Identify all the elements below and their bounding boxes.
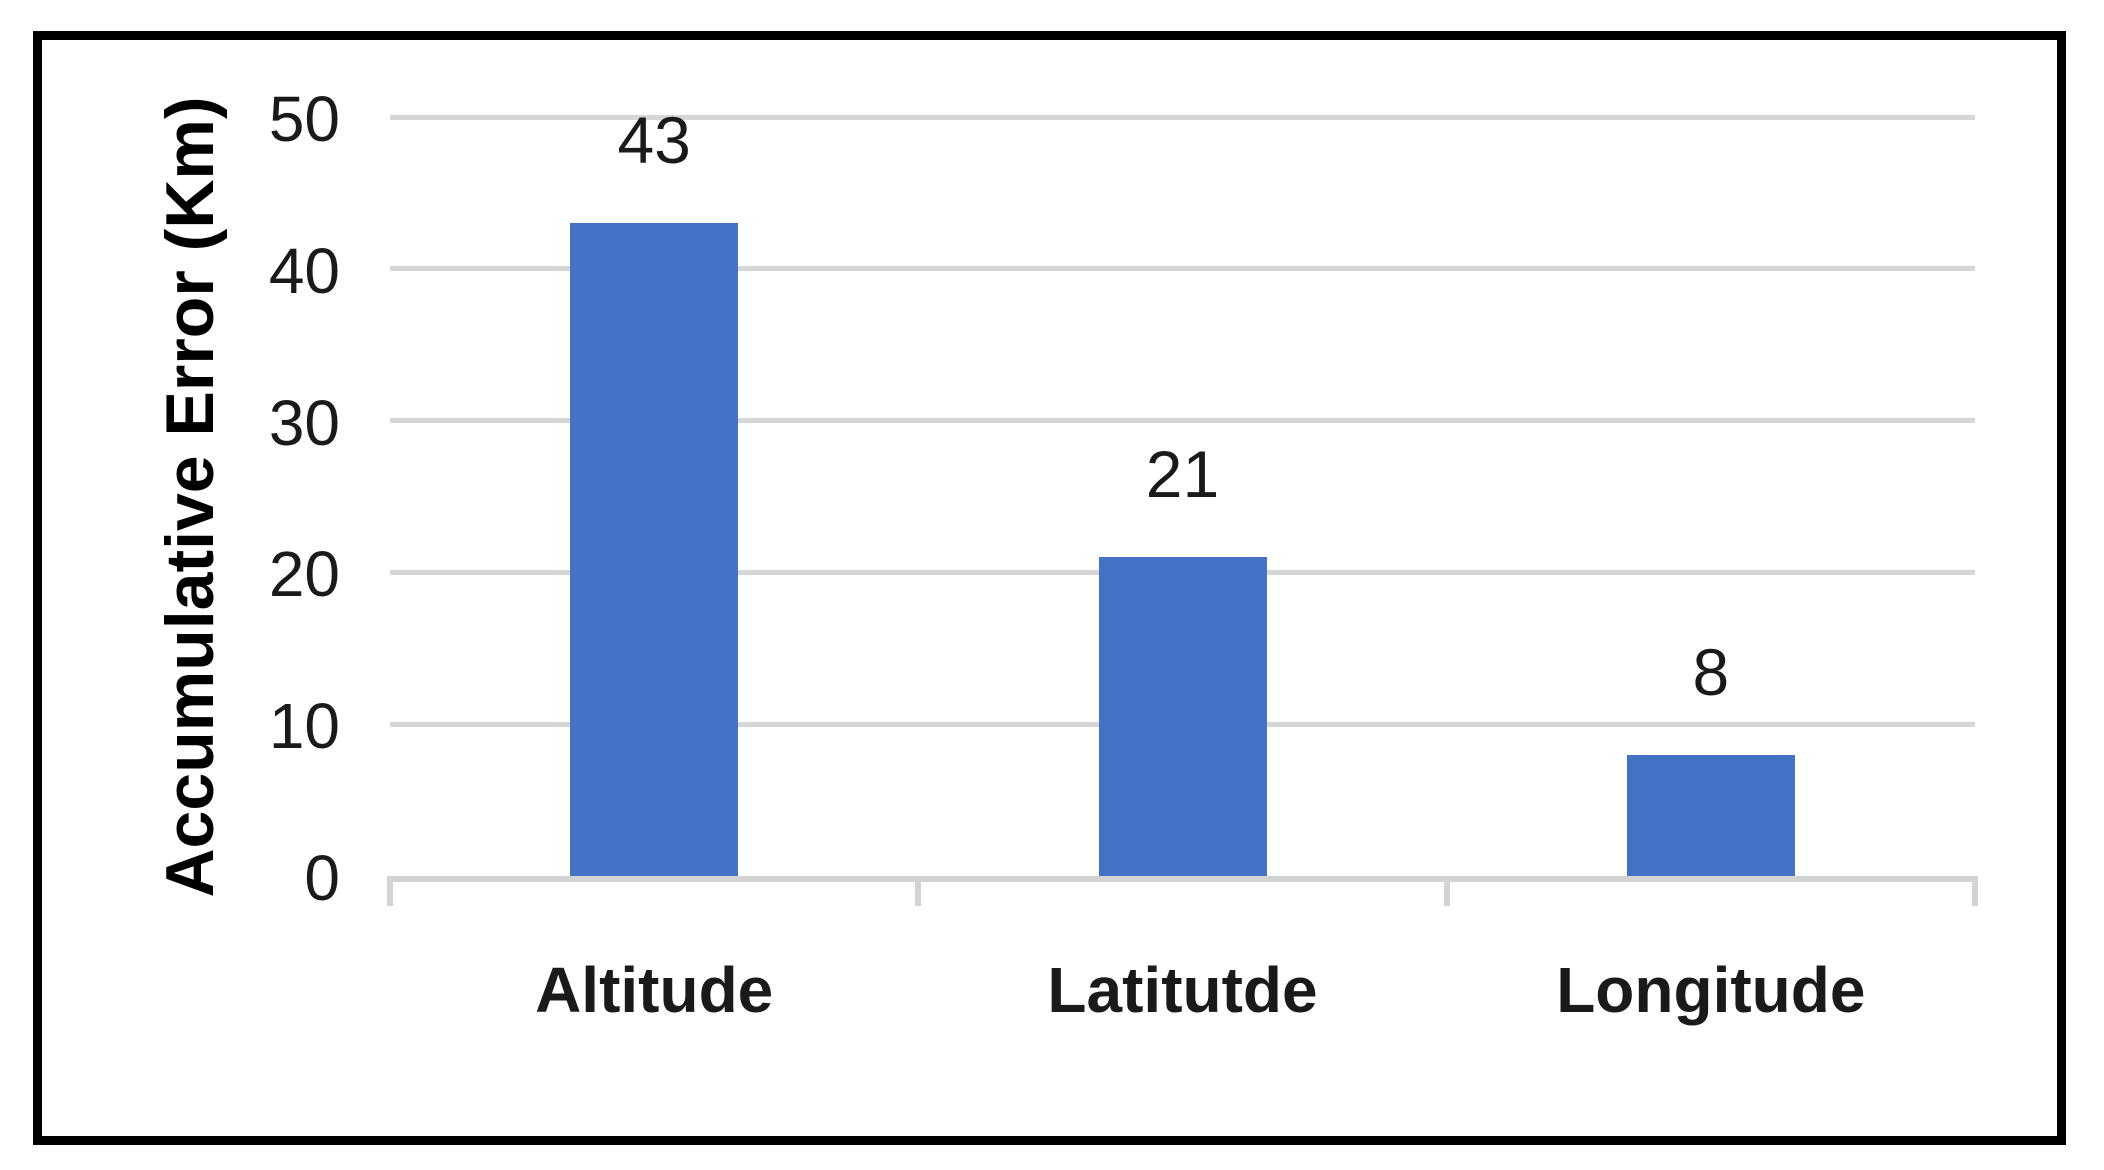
bar bbox=[1626, 754, 1795, 876]
gridline bbox=[390, 114, 1975, 120]
gridline bbox=[390, 418, 1975, 424]
category-label: Longitude bbox=[1556, 954, 1866, 1026]
category-label: Altitude bbox=[535, 954, 774, 1026]
y-tick-label: 40 bbox=[268, 234, 340, 307]
y-tick-label: 30 bbox=[268, 386, 340, 459]
x-axis-tick bbox=[1972, 876, 1978, 906]
x-axis-line bbox=[390, 876, 1975, 882]
y-tick-label: 20 bbox=[268, 538, 340, 611]
x-axis-tick bbox=[915, 876, 922, 906]
gridline bbox=[390, 266, 1975, 272]
y-tick-label: 10 bbox=[268, 690, 340, 763]
bar bbox=[1098, 557, 1267, 876]
y-tick-label: 0 bbox=[304, 842, 340, 914]
category-label: Latitutde bbox=[1047, 954, 1318, 1026]
bar-value-label: 21 bbox=[1145, 437, 1220, 512]
bar bbox=[570, 223, 739, 876]
x-axis-tick bbox=[387, 876, 393, 906]
y-tick-label: 50 bbox=[268, 83, 340, 155]
x-axis-tick bbox=[1443, 876, 1450, 906]
bar-value-label: 43 bbox=[617, 103, 691, 178]
chart-border-frame bbox=[33, 31, 2066, 1145]
bar-value-label: 8 bbox=[1692, 634, 1730, 709]
